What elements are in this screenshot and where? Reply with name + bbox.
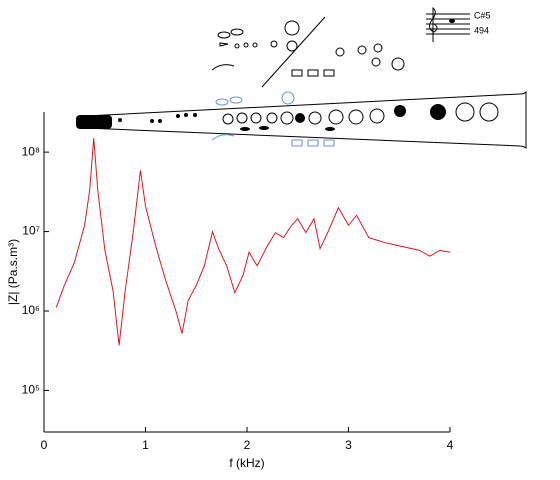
x-tick-label: 1 <box>142 438 149 452</box>
y-axis-label: |Z| (Pa.s.m³) <box>6 239 20 305</box>
x-tick-label: 0 <box>41 438 48 452</box>
y-tick-label: 10⁶ <box>22 303 40 317</box>
note-label: C#5 <box>474 10 491 20</box>
x-axis-label: f (kHz) <box>229 456 264 470</box>
instrument-illustration <box>76 6 527 149</box>
x-tick-label: 4 <box>447 438 454 452</box>
x-tick-label: 2 <box>244 438 251 452</box>
data-line <box>55 138 451 346</box>
x-tick-label: 3 <box>345 438 352 452</box>
y-tick-label: 10⁸ <box>22 144 40 158</box>
frequency-label: 494 <box>474 25 489 35</box>
y-tick-label: 10⁷ <box>22 224 40 238</box>
y-tick-label: 10⁵ <box>22 383 40 397</box>
